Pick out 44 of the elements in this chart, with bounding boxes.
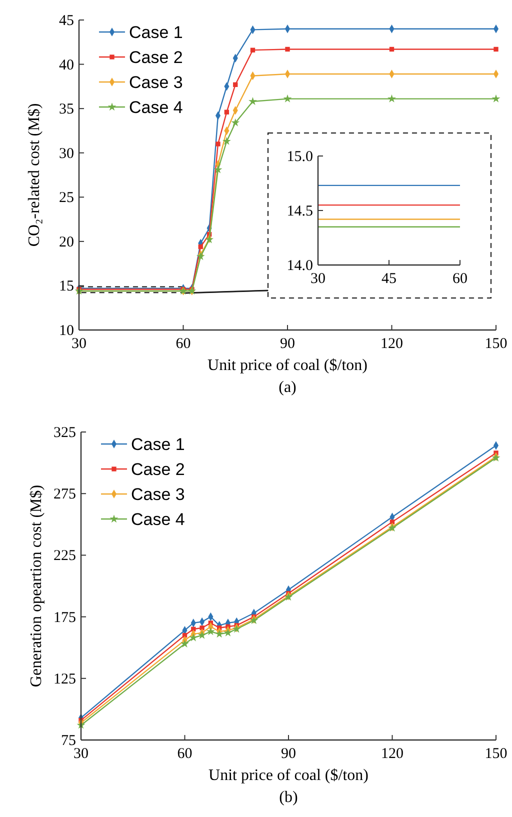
- x-tick-label: 60: [177, 746, 192, 762]
- y-tick-label: 20: [59, 234, 74, 250]
- legend-label: Case 3: [131, 485, 185, 504]
- x-tick-label: 30: [310, 271, 326, 287]
- text: (a): [278, 379, 296, 396]
- x-tick-label: 60: [452, 271, 468, 287]
- y-tick-label: 35: [59, 102, 74, 118]
- y-tick-label: 10: [59, 323, 74, 339]
- y-tick-label: 14.0: [286, 258, 313, 274]
- x-tick-label: 30: [74, 746, 88, 762]
- x-tick-label: 30: [72, 336, 86, 352]
- x-tick-label: 90: [280, 336, 295, 352]
- legend-label: Case 2: [131, 460, 185, 479]
- y-tick-label: 225: [54, 548, 76, 564]
- y-tick-label: 275: [54, 486, 76, 503]
- legend-label: Case 1: [131, 435, 185, 454]
- x-tick-label: 150: [484, 336, 508, 352]
- y-tick-label: 30: [59, 146, 74, 162]
- legend-label: Case 4: [131, 510, 185, 529]
- y-tick-label: 15.0: [286, 149, 313, 165]
- x-tick-label: 120: [380, 336, 403, 352]
- y-tick-label: 40: [59, 57, 74, 74]
- text: (b): [279, 789, 298, 806]
- legend-label: Case 4: [129, 98, 183, 117]
- y-tick-label: 325: [54, 425, 76, 441]
- x-tick-label: 60: [176, 336, 191, 352]
- x-tick-label: 120: [381, 746, 404, 762]
- x-tick-label: 90: [281, 746, 296, 762]
- y-tick-label: 175: [54, 610, 76, 626]
- x-axis-title: Unit price of coal ($/ton): [208, 357, 368, 374]
- y-axis-title: CO₂-related cost (M$): [26, 103, 43, 247]
- x-tick-label: 45: [382, 271, 396, 287]
- y-tick-label: 45: [59, 13, 74, 29]
- y-tick-label: 25: [59, 190, 74, 206]
- y-tick-label: 125: [54, 671, 76, 688]
- legend-label: Case 1: [129, 23, 183, 42]
- y-tick-label: 75: [61, 733, 76, 749]
- y-tick-label: 14.5: [286, 204, 313, 220]
- legend-label: Case 3: [129, 73, 183, 92]
- x-tick-label: 150: [484, 746, 508, 762]
- legend-label: Case 2: [129, 48, 183, 67]
- y-tick-label: 15: [59, 278, 74, 295]
- x-axis-title: Unit price of coal ($/ton): [208, 767, 368, 784]
- y-axis-title: Generation opeartion cost (M$): [28, 484, 45, 688]
